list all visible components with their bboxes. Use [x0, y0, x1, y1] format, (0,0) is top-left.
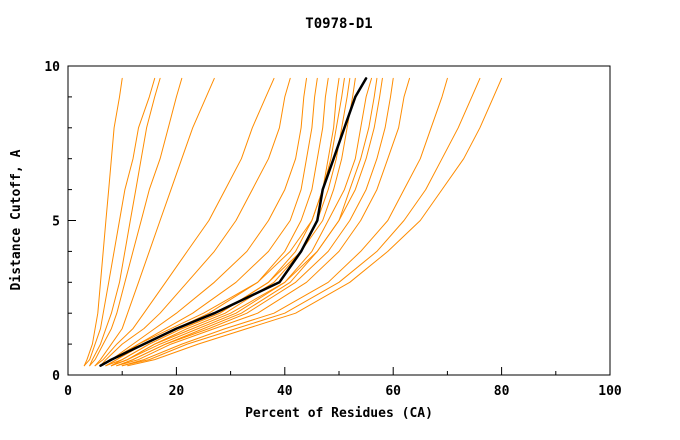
model-curve: [83, 77, 123, 367]
x-tick-label: 40: [277, 384, 293, 399]
x-axis-label: Percent of Residues (CA): [245, 406, 433, 421]
reference-curve: [99, 77, 368, 367]
y-axis-label: Distance Cutoff, A: [9, 149, 24, 290]
model-curve: [83, 77, 156, 367]
model-curve: [127, 77, 503, 367]
y-tick-label: 10: [44, 60, 60, 75]
y-tick-label: 5: [52, 215, 60, 230]
model-curve: [116, 77, 394, 367]
x-tick-label: 60: [385, 384, 401, 399]
x-tick-label: 20: [169, 384, 185, 399]
model-curve: [94, 77, 215, 367]
model-curve: [116, 77, 410, 367]
model-curve: [100, 77, 291, 367]
y-tick-label: 0: [52, 369, 60, 384]
x-tick-label: 100: [598, 384, 622, 399]
x-tick-label: 80: [494, 384, 510, 399]
x-tick-label: 0: [64, 384, 72, 399]
model-curve: [89, 77, 161, 367]
model-curve: [89, 77, 183, 367]
model-curve: [100, 77, 307, 367]
model-curve: [110, 77, 383, 367]
tick-group: 0 20 40 60 80 100 0 5 10: [44, 60, 622, 399]
model-curve: [121, 77, 448, 367]
series-group: [83, 77, 503, 367]
model-curve: [100, 77, 345, 367]
model-curve: [121, 77, 481, 367]
model-curve: [110, 77, 340, 367]
model-curve: [110, 77, 372, 367]
model-curve: [94, 77, 275, 367]
chart-title: T0978-D1: [305, 16, 372, 32]
